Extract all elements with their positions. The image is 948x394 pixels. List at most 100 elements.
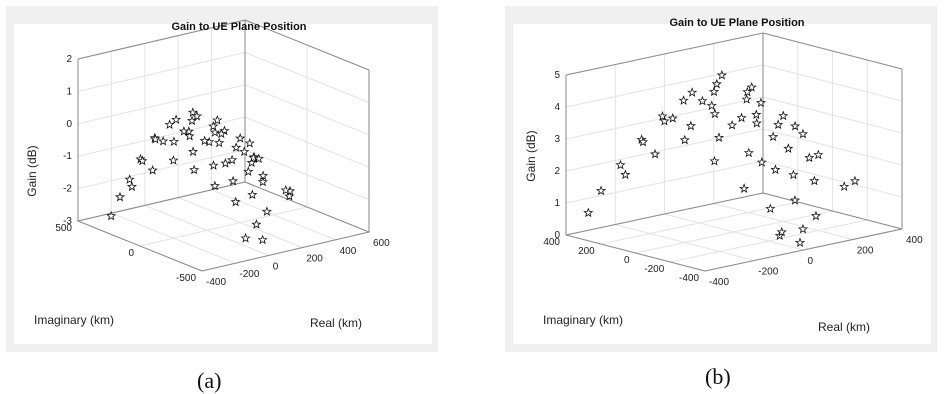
z-tick-label: 0 — [554, 230, 560, 241]
z-tick-label: 1 — [66, 86, 72, 97]
data-point — [813, 149, 824, 160]
x-tick-label: -200 — [758, 267, 778, 278]
x-tick-label: -200 — [239, 269, 259, 280]
z-tick-label: 2 — [66, 54, 72, 65]
data-point — [208, 120, 219, 131]
data-point — [212, 114, 223, 125]
data-point — [227, 175, 239, 186]
data-point — [713, 132, 725, 142]
y-tick-label: -200 — [644, 264, 664, 275]
x-tick-label: -400 — [206, 277, 226, 288]
y-axis-label: Imaginary (km) — [34, 313, 114, 327]
chart-panel-b: 0 1 2 3 4 5 -400 -200 0 200 400 -400 -200 0 200 400 Gain… — [505, 6, 937, 352]
x-tick-label: 0 — [273, 261, 279, 272]
data-point — [839, 181, 850, 191]
y-tick-label: 200 — [578, 246, 595, 257]
data-point — [810, 210, 822, 221]
data-point — [158, 135, 169, 146]
data-point — [216, 128, 227, 139]
data-point — [178, 126, 189, 136]
data-point — [768, 131, 779, 142]
data-point — [709, 155, 720, 166]
data-point — [790, 120, 801, 131]
data-point — [679, 134, 690, 145]
chart-title: Gain to UE Plane Position — [669, 17, 804, 29]
caption-a: (a) — [197, 368, 222, 393]
y-tick-label: 0 — [624, 255, 630, 266]
data-point — [114, 191, 126, 202]
data-point — [706, 100, 717, 111]
y-axis-label: Imaginary (km) — [543, 313, 623, 327]
data-point — [770, 164, 781, 175]
caption-b: (b) — [705, 364, 731, 389]
data-point — [716, 69, 727, 80]
data-point — [253, 153, 264, 164]
data-point — [189, 164, 200, 175]
data-point — [743, 147, 754, 158]
data-point — [649, 148, 661, 159]
data-point — [657, 110, 668, 121]
data-point — [659, 115, 670, 126]
data-point — [230, 196, 241, 207]
data-point — [124, 174, 135, 184]
data-point — [620, 169, 631, 180]
scatter3d-chart-a: -3 -2 -1 0 1 2 -400 -200 0 200 400 600 -500 0 500 Gain … — [6, 6, 438, 352]
data-point — [199, 135, 210, 146]
z-tick-label: 2 — [554, 166, 560, 177]
data-point — [797, 128, 809, 139]
data-point — [247, 189, 258, 200]
z-tick-label: -2 — [63, 184, 72, 195]
data-point — [257, 234, 268, 245]
data-point — [741, 94, 752, 104]
z-tick-label: -3 — [63, 216, 72, 227]
scatter3d-chart-b: 0 1 2 3 4 5 -400 -200 0 200 400 -400 -200 0 200 400 Gain… — [505, 6, 937, 352]
data-point — [765, 203, 776, 214]
x-tick-label: 400 — [906, 235, 923, 246]
x-axis-label: Real (km) — [310, 316, 362, 330]
data-point — [736, 112, 747, 123]
data-point — [667, 113, 678, 123]
data-point — [742, 86, 753, 97]
data-point — [209, 180, 220, 191]
data-point — [147, 165, 158, 175]
data-point — [164, 119, 175, 130]
x-axis-label: Real (km) — [818, 320, 870, 334]
y-tick-label: -500 — [176, 273, 196, 284]
data-point — [746, 82, 757, 92]
data-point — [106, 210, 117, 221]
x-tick-label: 600 — [373, 238, 390, 249]
chart-panel-a: -3 -2 -1 0 1 2 -400 -200 0 200 400 600 -500 0 500 Gain … — [6, 6, 438, 352]
data-point — [778, 110, 789, 121]
data-point — [678, 95, 689, 105]
data-point — [595, 185, 607, 196]
data-point — [209, 127, 220, 137]
y-tick-label: -400 — [679, 273, 699, 284]
data-point — [751, 117, 762, 128]
z-axis-label: Gain (dB) — [25, 145, 39, 196]
data-point — [756, 157, 767, 167]
x-tick-label: 200 — [306, 254, 323, 265]
chart-title: Gain to UE Plane Position — [171, 21, 306, 33]
data-point — [208, 160, 219, 170]
data-point — [637, 136, 649, 147]
data-point — [244, 137, 255, 148]
data-point — [137, 155, 148, 166]
data-point — [171, 114, 182, 124]
z-tick-label: 1 — [554, 198, 560, 209]
data-point — [243, 166, 254, 177]
data-point — [739, 183, 750, 193]
z-tick-label: -1 — [63, 151, 72, 162]
y-tick-label: 500 — [55, 223, 72, 234]
data-point — [261, 206, 272, 216]
data-point — [773, 119, 784, 130]
data-point — [709, 108, 720, 119]
data-point — [783, 143, 794, 153]
data-point — [788, 169, 799, 180]
data-point — [697, 95, 708, 106]
z-tick-label: 3 — [554, 134, 560, 145]
z-tick-label: 5 — [554, 70, 560, 81]
data-point — [789, 195, 801, 205]
data-point — [727, 119, 738, 130]
data-point — [797, 223, 809, 234]
data-point — [776, 226, 787, 237]
